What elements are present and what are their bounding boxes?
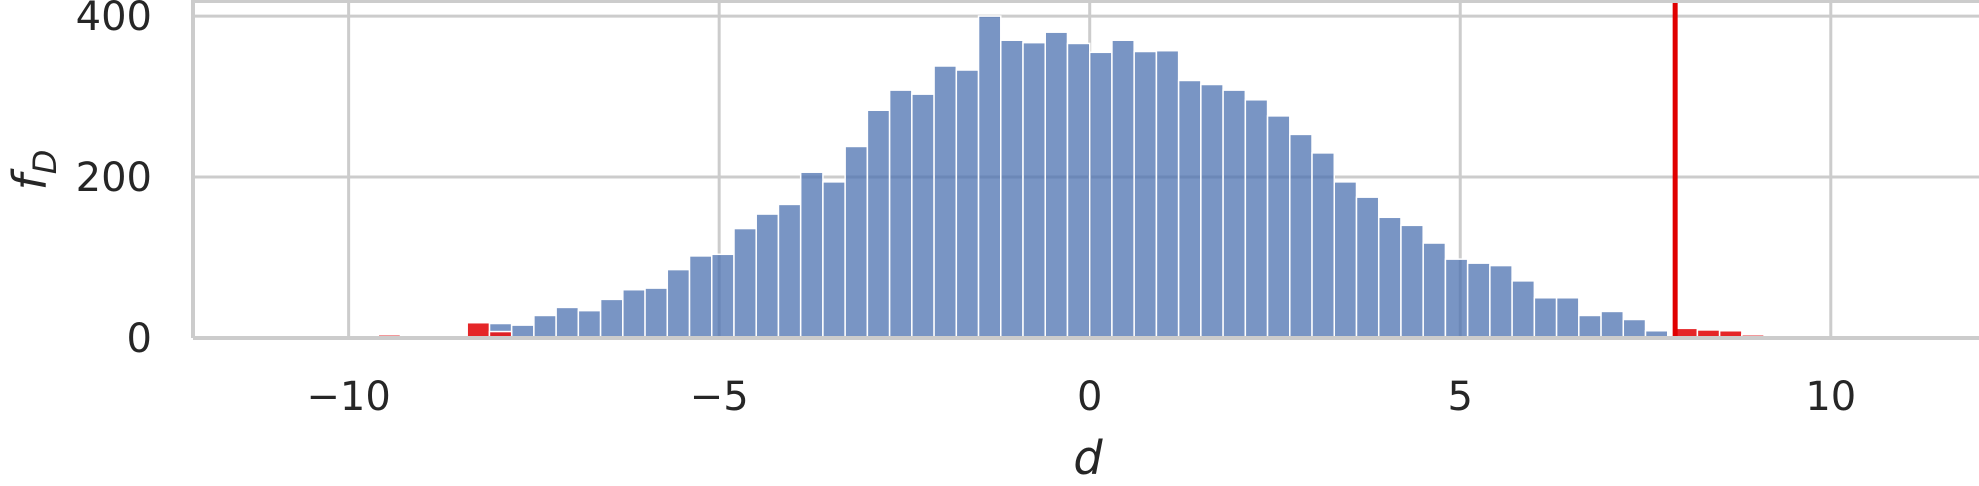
- histogram-bar: [1044, 31, 1069, 339]
- y-axis-label-subscript: D: [26, 150, 64, 175]
- histogram-bar: [1266, 115, 1291, 339]
- histogram-bar: [622, 288, 646, 339]
- histogram-bar: [577, 309, 602, 339]
- y-axis-label: fD: [3, 150, 64, 191]
- histogram-bar: [799, 171, 824, 339]
- histogram-bar: [533, 314, 557, 339]
- histogram-bar: [866, 109, 891, 339]
- histogram-bar: [1111, 39, 1135, 339]
- histogram-bar: [1533, 297, 1558, 339]
- histogram-bar: [977, 15, 1002, 339]
- histogram-bar: [777, 203, 802, 339]
- histogram-bar: [755, 213, 780, 339]
- svg-text:fD: fD: [3, 150, 64, 191]
- histogram-bar: [1311, 152, 1336, 339]
- histogram-bar: [1000, 39, 1024, 339]
- x-tick-label: 10: [1805, 374, 1856, 420]
- histogram-bar: [711, 253, 735, 339]
- histogram-bar: [1200, 83, 1224, 339]
- histogram-bar: [1466, 262, 1491, 339]
- histogram-bar: [688, 255, 713, 339]
- y-tick-label: 200: [76, 155, 152, 201]
- x-tick-labels: −10 −5 0 5 10: [306, 374, 1856, 420]
- histogram-bar: [1088, 51, 1113, 339]
- x-axis-label: d: [1073, 431, 1103, 485]
- histogram-bar: [1489, 264, 1513, 339]
- histogram-bar: [1022, 41, 1046, 339]
- histogram-bar: [1155, 49, 1180, 339]
- y-tick-labels: 0 200 400: [76, 0, 152, 362]
- histogram-bar: [733, 227, 757, 339]
- histogram-bar: [1377, 216, 1402, 339]
- histogram-bars: [488, 15, 1669, 339]
- histogram-bar: [1511, 280, 1536, 339]
- histogram-bar: [1333, 181, 1358, 339]
- y-tick-label: 400: [76, 0, 152, 40]
- tail-bar: [466, 321, 491, 339]
- x-tick-label: −5: [690, 374, 749, 420]
- histogram-bar: [1578, 314, 1602, 339]
- histogram-bar: [844, 145, 869, 339]
- histogram-bar: [933, 65, 958, 339]
- histogram-bar: [1444, 258, 1469, 339]
- histogram-bar: [1555, 297, 1580, 339]
- x-tick-label: 0: [1077, 374, 1102, 420]
- histogram-bar: [955, 69, 980, 339]
- histogram-bar: [1622, 318, 1647, 339]
- histogram-bar: [1244, 99, 1269, 339]
- histogram-bar: [1289, 133, 1313, 339]
- x-tick-label: 5: [1448, 374, 1473, 420]
- histogram-bar: [1422, 242, 1447, 339]
- histogram-bar: [1400, 224, 1424, 339]
- histogram-bar: [911, 93, 935, 339]
- y-tick-label: 0: [127, 316, 152, 362]
- histogram-bar: [666, 268, 691, 339]
- histogram-bar: [644, 287, 669, 339]
- histogram-bar: [1600, 310, 1625, 339]
- histogram-bar: [1133, 50, 1158, 339]
- histogram-bar: [555, 306, 580, 339]
- plot-frame: [191, 0, 1979, 340]
- x-tick-label: −10: [306, 374, 390, 420]
- histogram-bar: [822, 181, 846, 339]
- histogram-bar: [1355, 196, 1380, 339]
- histogram-bar: [888, 89, 913, 339]
- histogram-bar: [599, 298, 624, 339]
- histogram-bar: [1222, 89, 1247, 339]
- histogram-bar: [1177, 79, 1202, 339]
- histogram-bar: [1066, 42, 1091, 339]
